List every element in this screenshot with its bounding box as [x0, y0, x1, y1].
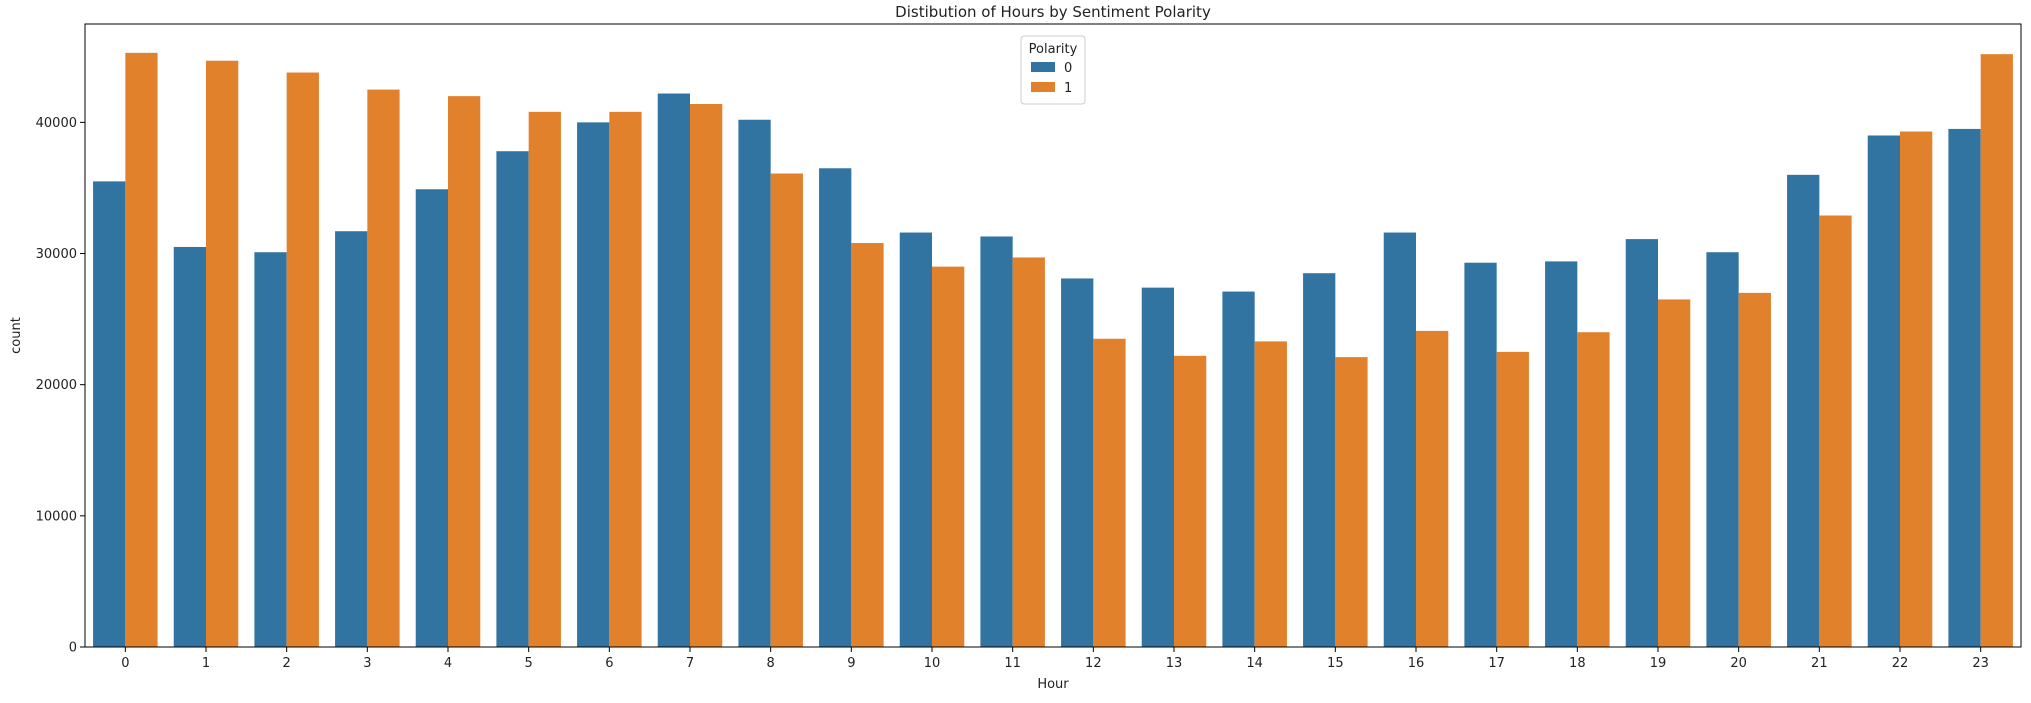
x-tick-label: 13 — [1166, 656, 1183, 671]
bar-hour-3-polarity-1 — [367, 89, 400, 647]
bar-hour-22-polarity-1 — [1900, 131, 1933, 648]
bar-hour-9-polarity-0 — [819, 168, 852, 647]
y-tick-label: 40000 — [36, 116, 77, 131]
x-tick-label: 19 — [1650, 656, 1667, 671]
legend-title: Polarity — [1029, 42, 1078, 57]
y-axis-ticks: 0 10000 20000 30000 40000 — [36, 116, 85, 656]
bar-hour-4-polarity-1 — [448, 96, 481, 647]
bar-hour-11-polarity-0 — [980, 236, 1013, 648]
x-axis-label: Hour — [1037, 677, 1069, 692]
bar-hour-9-polarity-1 — [851, 243, 884, 647]
bar-hour-22-polarity-0 — [1867, 135, 1900, 648]
bar-hour-1-polarity-1 — [206, 60, 239, 648]
bar-hour-6-polarity-0 — [577, 122, 610, 648]
bar-hour-2-polarity-1 — [286, 72, 319, 647]
bar-hour-23-polarity-0 — [1948, 128, 1981, 647]
bar-hour-5-polarity-0 — [496, 151, 529, 648]
bar-hour-13-polarity-0 — [1141, 287, 1174, 647]
y-tick-label: 30000 — [36, 247, 77, 262]
x-tick-label: 21 — [1811, 656, 1828, 671]
bar-hour-18-polarity-0 — [1545, 261, 1578, 647]
x-tick-label: 18 — [1569, 656, 1586, 671]
bar-hour-16-polarity-0 — [1383, 232, 1416, 647]
legend-swatch-1 — [1031, 82, 1055, 92]
bar-hour-10-polarity-1 — [932, 266, 965, 647]
x-tick-label: 7 — [686, 656, 694, 671]
bar-hour-10-polarity-0 — [899, 232, 932, 647]
bar-hour-7-polarity-1 — [690, 104, 723, 647]
x-tick-label: 20 — [1730, 656, 1747, 671]
legend-swatch-0 — [1031, 62, 1055, 72]
bar-hour-15-polarity-0 — [1303, 273, 1336, 647]
x-tick-label: 4 — [444, 656, 452, 671]
bar-hour-17-polarity-0 — [1464, 262, 1497, 647]
y-axis-label: count — [9, 317, 24, 354]
x-tick-label: 9 — [847, 656, 855, 671]
bar-hour-1-polarity-0 — [173, 246, 206, 647]
legend-label-1: 1 — [1064, 81, 1072, 96]
bar-hour-21-polarity-1 — [1819, 215, 1852, 647]
x-tick-label: 0 — [121, 656, 129, 671]
bar-hour-19-polarity-1 — [1658, 299, 1691, 647]
x-tick-label: 1 — [202, 656, 210, 671]
bar-hour-8-polarity-1 — [770, 173, 803, 647]
y-tick-label: 10000 — [36, 509, 77, 524]
bar-hour-0-polarity-0 — [93, 181, 126, 648]
bar-hour-0-polarity-1 — [125, 52, 158, 647]
bar-hour-20-polarity-1 — [1738, 292, 1771, 647]
bar-hour-17-polarity-1 — [1496, 351, 1529, 647]
bar-hour-3-polarity-0 — [335, 231, 368, 647]
x-tick-label: 17 — [1488, 656, 1505, 671]
x-tick-label: 8 — [767, 656, 775, 671]
bar-hour-14-polarity-1 — [1254, 341, 1287, 647]
x-tick-label: 14 — [1246, 656, 1263, 671]
legend-label-0: 0 — [1064, 61, 1072, 76]
bar-hour-12-polarity-0 — [1061, 278, 1094, 647]
x-tick-label: 6 — [605, 656, 613, 671]
x-tick-label: 16 — [1408, 656, 1425, 671]
bar-hour-13-polarity-1 — [1174, 355, 1207, 647]
x-tick-label: 5 — [525, 656, 533, 671]
bar-hour-23-polarity-1 — [1980, 54, 2013, 647]
bar-hour-2-polarity-0 — [254, 252, 287, 648]
bar-hour-18-polarity-1 — [1577, 332, 1610, 647]
x-tick-label: 22 — [1892, 656, 1909, 671]
bar-hour-19-polarity-0 — [1625, 239, 1658, 648]
x-tick-label: 12 — [1085, 656, 1102, 671]
plot-frame — [84, 23, 2022, 648]
x-tick-label: 23 — [1972, 656, 1989, 671]
bars-layer — [93, 52, 2013, 648]
chart-title: Distibution of Hours by Sentiment Polari… — [895, 3, 1211, 21]
x-tick-label: 11 — [1004, 656, 1021, 671]
bar-hour-4-polarity-0 — [415, 189, 448, 647]
bar-hour-8-polarity-0 — [738, 119, 771, 648]
bar-hour-21-polarity-0 — [1787, 174, 1820, 647]
y-tick-label: 20000 — [36, 378, 77, 393]
x-tick-label: 3 — [363, 656, 371, 671]
bar-hour-5-polarity-1 — [528, 111, 561, 647]
x-tick-label: 2 — [283, 656, 291, 671]
bar-hour-20-polarity-0 — [1706, 252, 1739, 648]
bar-hour-16-polarity-1 — [1416, 330, 1449, 647]
bar-hour-6-polarity-1 — [609, 111, 642, 647]
bar-hour-15-polarity-1 — [1335, 357, 1368, 647]
bar-hour-12-polarity-1 — [1093, 338, 1126, 647]
bar-hour-14-polarity-0 — [1222, 291, 1255, 647]
x-axis-ticks: 0 1 2 3 4 5 6 7 8 9 10 11 12 13 14 15 16 17 18 19 20 21 22 23 — [121, 647, 1989, 671]
x-tick-label: 15 — [1327, 656, 1344, 671]
bar-hour-7-polarity-0 — [657, 93, 690, 648]
bar-hour-11-polarity-1 — [1012, 257, 1045, 647]
y-tick-label: 0 — [69, 641, 77, 656]
legend: Polarity 0 1 — [1020, 35, 1086, 105]
x-tick-label: 10 — [924, 656, 941, 671]
